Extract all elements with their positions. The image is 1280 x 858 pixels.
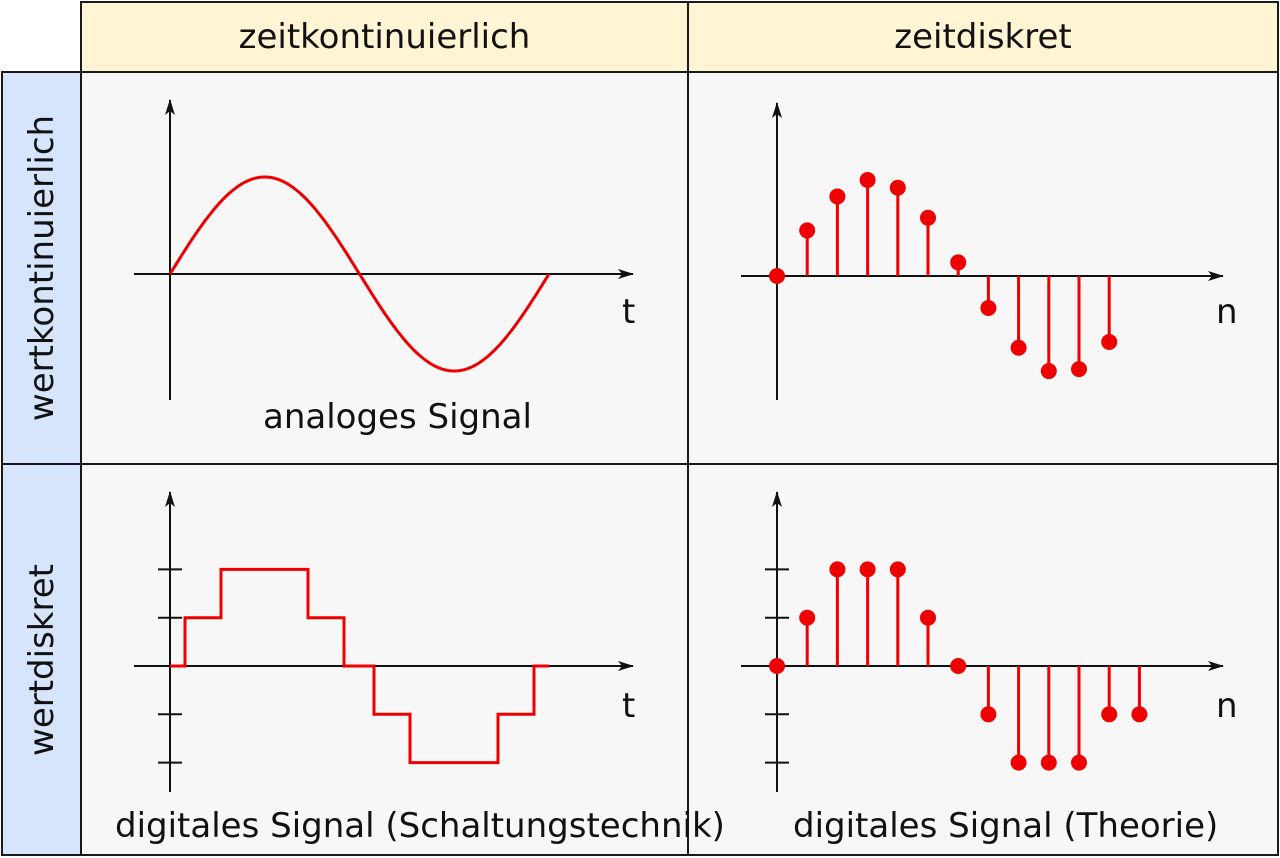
header-zeitkontinuierlich-label: zeitkontinuierlich	[238, 17, 531, 57]
n-axis-label: n	[1216, 292, 1238, 332]
caption-digitales-signal-theorie: digitales Signal (Theorie)	[793, 806, 1219, 846]
header-zeitdiskret: zeitdiskret	[687, 1, 1279, 73]
header-zeitkontinuierlich: zeitkontinuierlich	[80, 1, 689, 73]
header-wertkontinuierlich: wertkontinuierlich	[1, 71, 82, 465]
panel-digital	[687, 463, 1279, 856]
header-wertkontinuierlich-label: wertkontinuierlich	[21, 114, 62, 422]
panel-time-discrete	[687, 71, 1279, 465]
header-wertdiskret-label: wertdiskret	[21, 563, 62, 756]
t-axis-label: t	[622, 292, 636, 332]
caption-analoges-signal: analoges Signal	[263, 397, 532, 437]
header-zeitdiskret-label: zeitdiskret	[894, 17, 1072, 57]
panel-value-discrete	[80, 463, 689, 856]
t-axis-label: t	[622, 686, 636, 726]
caption-digitales-signal-schaltungstechnik: digitales Signal (Schaltungstechnik)	[115, 806, 725, 846]
n-axis-label: n	[1216, 686, 1238, 726]
header-wertdiskret: wertdiskret	[1, 463, 82, 856]
